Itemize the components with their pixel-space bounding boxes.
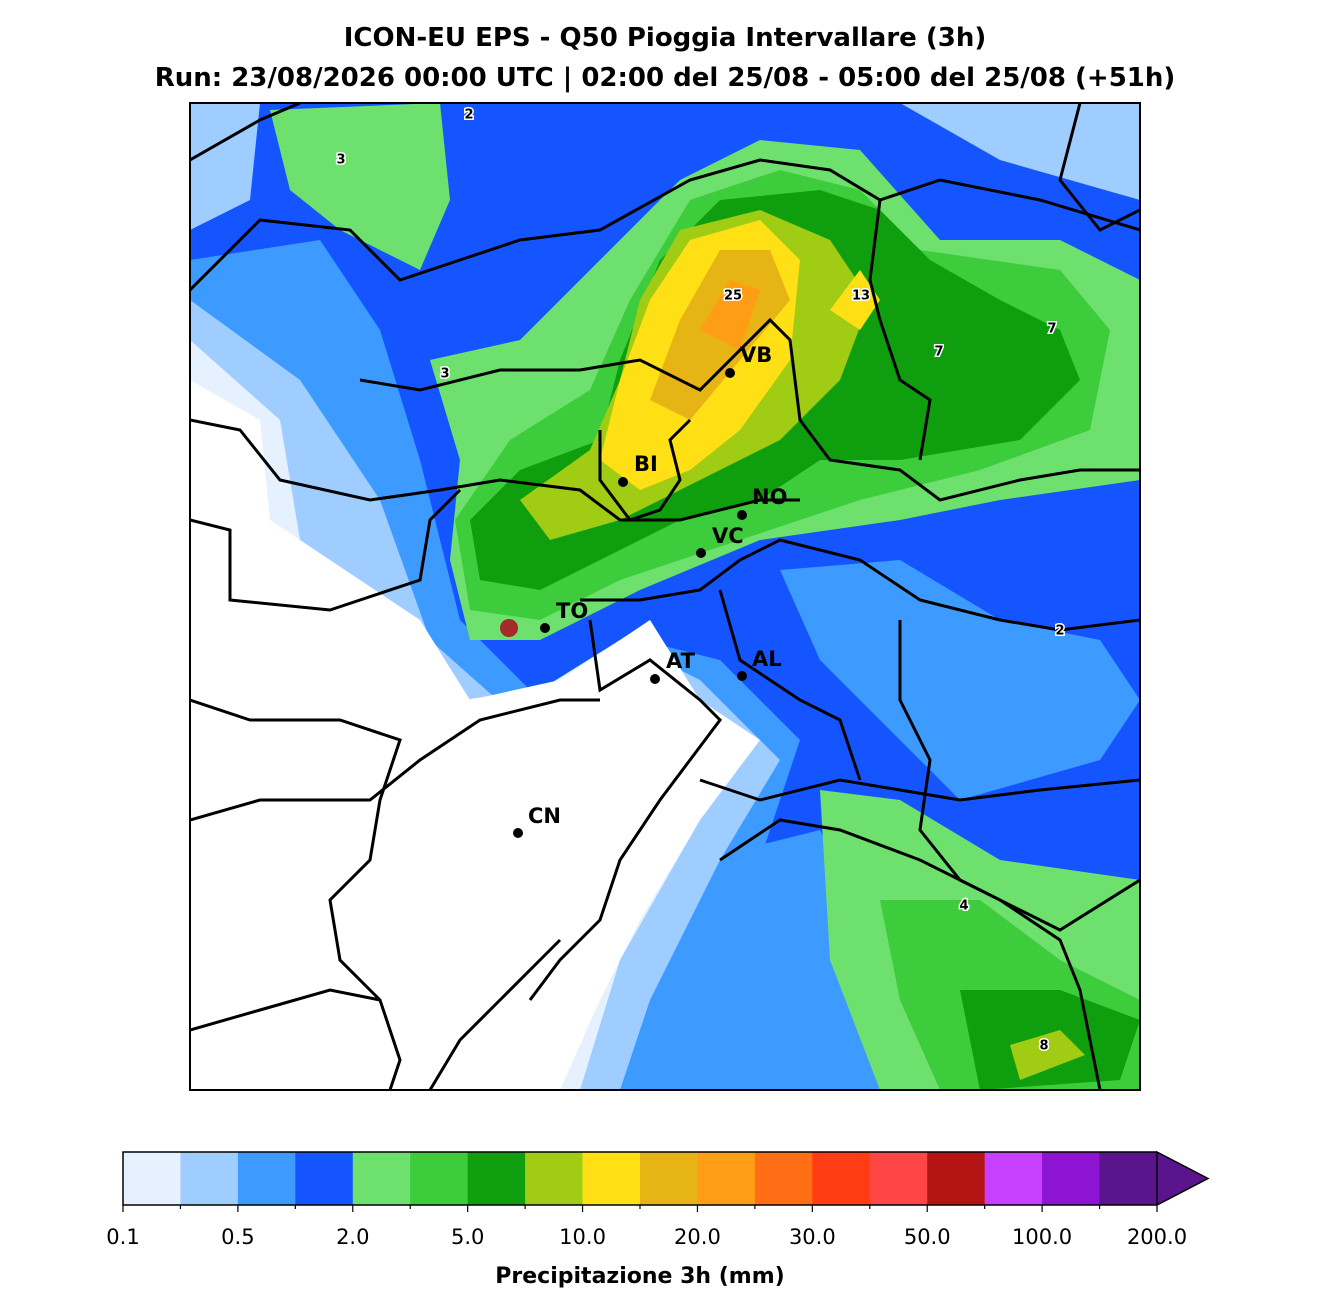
colorbar-segment — [123, 1152, 181, 1205]
contour-label: 3 — [440, 367, 449, 382]
contour-label: 7 — [934, 345, 943, 360]
city-label: BI — [634, 452, 658, 476]
city-dot — [725, 368, 735, 378]
contour-label: 2 — [464, 108, 473, 123]
colorbar-tick-label: 200.0 — [1127, 1225, 1187, 1249]
colorbar-tick-label: 20.0 — [674, 1225, 721, 1249]
colorbar-extension — [1156, 1150, 1210, 1207]
map — [190, 103, 1140, 1090]
colorbar-tick-label: 5.0 — [451, 1225, 484, 1249]
colorbar-segment — [237, 1152, 296, 1205]
colorbar-segment — [927, 1152, 986, 1205]
contour-label: 8 — [1039, 1039, 1048, 1054]
colorbar-tick-label: 2.0 — [336, 1225, 369, 1249]
city-label: AL — [752, 647, 782, 671]
city-dot — [737, 510, 747, 520]
contour-label: 4 — [959, 899, 968, 914]
colorbar-label: Precipitazione 3h (mm) — [495, 1264, 784, 1289]
colorbar-segment — [640, 1152, 698, 1205]
colorbar-segment — [1042, 1152, 1101, 1205]
colorbar-segment — [984, 1152, 1043, 1205]
colorbar-segment — [525, 1152, 584, 1205]
contour-label: 13 — [852, 289, 870, 304]
contour-label: 25 — [724, 289, 742, 304]
city-label: TO — [556, 599, 588, 623]
colorbar-segment — [754, 1152, 813, 1205]
colorbar-segment — [869, 1152, 928, 1205]
colorbar-tick-label: 10.0 — [559, 1225, 606, 1249]
subtitle: Run: 23/08/2026 00:00 UTC | 02:00 del 25… — [155, 63, 1176, 93]
city-label: VC — [712, 524, 744, 548]
colorbar-segment — [295, 1152, 354, 1205]
city-dot — [737, 671, 747, 681]
colorbar-tick-label: 0.5 — [221, 1225, 254, 1249]
colorbar-segment — [812, 1152, 871, 1205]
colorbar-segment — [697, 1152, 756, 1205]
colorbar-tick-label: 50.0 — [904, 1225, 951, 1249]
colorbar-segment — [467, 1152, 526, 1205]
colorbar-tick-label: 0.1 — [106, 1225, 139, 1249]
title: ICON-EU EPS - Q50 Pioggia Intervallare (… — [344, 23, 986, 53]
map-frame — [189, 102, 1141, 1091]
city-label: CN — [528, 804, 561, 828]
colorbar-tick-label: 30.0 — [789, 1225, 836, 1249]
colorbar-segment — [1099, 1152, 1158, 1205]
colorbar-segment — [180, 1152, 239, 1205]
colorbar-segment — [582, 1152, 641, 1205]
contour-label: 2 — [1055, 624, 1064, 639]
colorbar-segment — [410, 1152, 469, 1205]
city-dot — [618, 477, 628, 487]
contour-label: 3 — [336, 153, 345, 168]
contour-label: 7 — [1047, 322, 1056, 337]
city-dot — [540, 623, 550, 633]
colorbar-tick-label: 100.0 — [1012, 1225, 1072, 1249]
city-dot — [513, 828, 523, 838]
city-label: AT — [666, 649, 696, 673]
city-label: VB — [740, 343, 772, 367]
city-label: NO — [752, 485, 787, 509]
city-dot — [650, 674, 660, 684]
city-dot — [696, 548, 706, 558]
colorbar-segment — [352, 1152, 411, 1205]
